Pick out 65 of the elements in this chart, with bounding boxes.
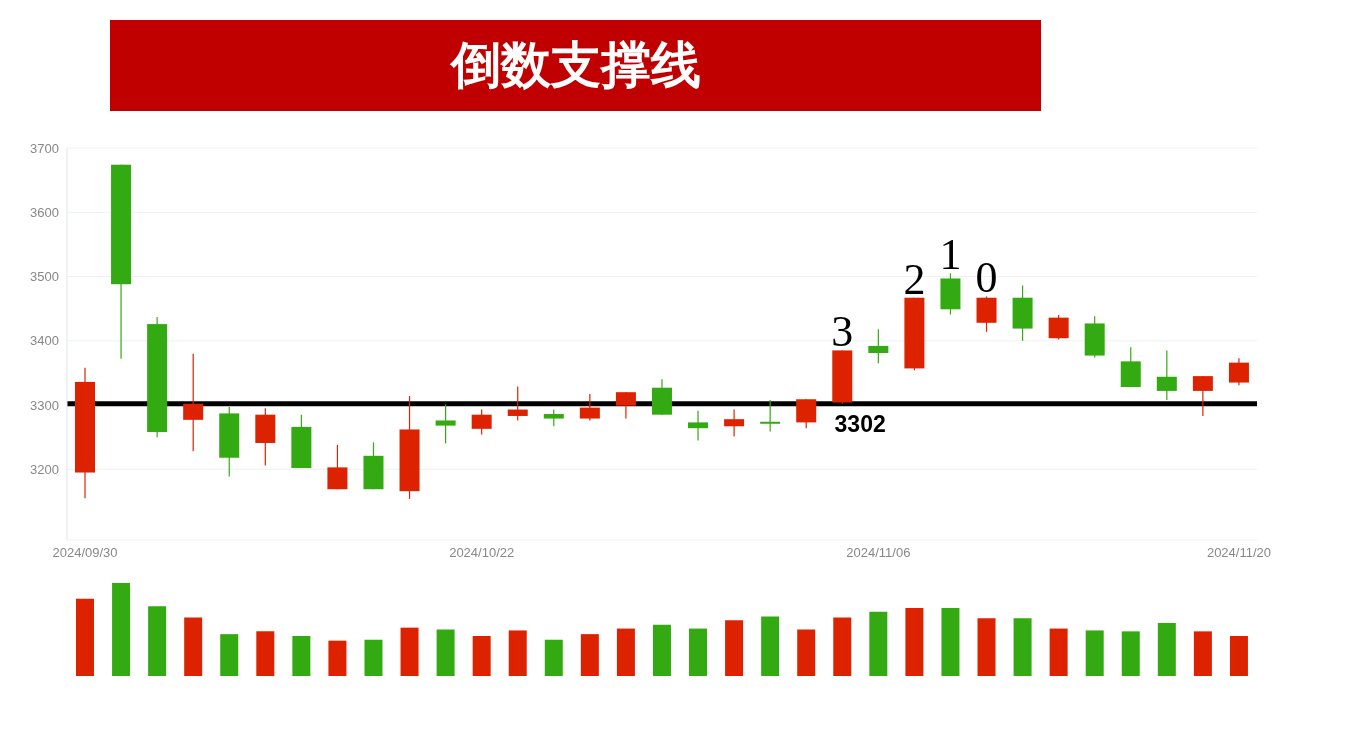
y-tick-label: 3600 [30, 204, 59, 220]
bar [76, 598, 94, 676]
bar [580, 634, 599, 676]
x-tick-label: 2024/09/30 [52, 545, 118, 561]
candlestick [471, 408, 492, 436]
candlestick [1228, 357, 1249, 386]
candlestick [796, 398, 817, 429]
bar [869, 611, 888, 676]
bar [761, 616, 780, 676]
candlestick [724, 408, 745, 438]
candlestick [507, 385, 528, 422]
chart-title: 倒数支撑线 [450, 35, 701, 96]
y-tick-label: 3400 [30, 333, 59, 349]
candlestick [435, 403, 456, 445]
bar [508, 630, 527, 676]
candlestick [760, 399, 781, 432]
y-tick-label: 3300 [30, 397, 59, 413]
bar [256, 631, 275, 676]
candlestick [1192, 375, 1213, 417]
bar [725, 620, 744, 676]
bar [652, 624, 671, 676]
candlestick [327, 444, 348, 490]
bar [220, 634, 239, 676]
text: 2 [903, 254, 926, 304]
y-tick-label: 3200 [30, 461, 59, 477]
candlestick [868, 328, 889, 364]
bar [833, 617, 852, 676]
text: 3 [831, 307, 854, 357]
y-tick-label: 3700 [30, 140, 59, 156]
bar [292, 636, 311, 676]
bar [689, 628, 708, 676]
candlestick [615, 391, 636, 420]
bar [905, 608, 924, 676]
bar [1085, 630, 1104, 676]
candlestick [688, 410, 709, 441]
bar [544, 639, 563, 676]
bar [1121, 631, 1140, 676]
bar [797, 629, 816, 676]
candlestick [1048, 314, 1069, 341]
bar [1193, 631, 1212, 676]
text: 1 [939, 230, 962, 280]
candlestick [1156, 349, 1177, 401]
bar [184, 617, 203, 676]
ref-line-label: 3302 [834, 410, 886, 437]
bar [1013, 618, 1032, 676]
bar [400, 627, 419, 676]
candlestick [183, 353, 204, 452]
bar [977, 618, 996, 676]
x-tick-label: 2024/11/20 [1206, 545, 1272, 561]
bar [112, 583, 131, 676]
candlestick [579, 393, 600, 422]
text: 0 [975, 253, 998, 303]
bar [1229, 636, 1248, 676]
bar [1157, 622, 1176, 676]
x-tick-label: 2024/10/22 [449, 545, 515, 561]
y-tick-label: 3500 [30, 269, 59, 285]
bar [472, 636, 491, 676]
bar [364, 639, 383, 676]
bar [1049, 628, 1068, 676]
x-tick-label: 2024/11/06 [846, 545, 911, 561]
bar [616, 628, 635, 676]
bar [148, 606, 167, 676]
bar [328, 640, 347, 676]
bar [436, 629, 455, 676]
bar [941, 608, 960, 676]
